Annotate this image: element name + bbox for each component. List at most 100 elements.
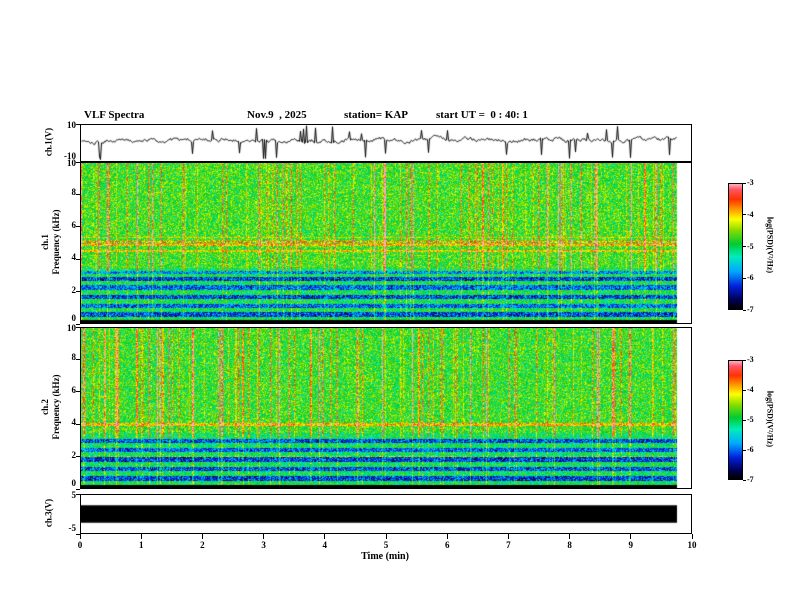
x-axis-tick-label: 4 [322,540,328,550]
time-axis-label: Time (min) [361,551,409,562]
y-axis-tick [76,193,80,195]
colorbar-tick [743,246,746,247]
colorbar-tick [743,389,746,391]
colorbar-tick-label: -6 [747,445,754,454]
y-axis-tick-label: 5 [71,490,77,500]
x-axis-tick-label: 10 [687,540,697,550]
ch1-channel-label: ch.1 [40,234,51,250]
y-axis-tick [76,423,80,425]
ch3-voltage-axis-label-text: ch.3(V) [43,498,54,528]
y-axis-tick-label: 0 [71,478,77,488]
y-axis-tick [76,123,80,125]
y-axis-tick [76,326,80,328]
ch1-waveform-canvas [81,125,691,161]
x-axis-tick [324,534,326,539]
x-axis-tick [385,534,387,539]
ch3-voltage-axis-label: ch.3(V) [44,499,55,527]
colorbar-tick [743,359,746,361]
colorbar-tick-label: -7 [747,305,754,314]
colorbar-tick-label: -3 [747,355,754,364]
colorbar-tick-label: -4 [747,385,754,394]
x-axis-tick-label: 9 [628,540,634,550]
y-axis-tick-label: 10 [67,323,76,333]
colorbar-tick-label: -3 [747,178,754,187]
x-axis-tick-label: 3 [261,540,266,550]
y-axis-tick [76,258,80,260]
y-axis-tick [76,291,80,293]
x-axis-tick [79,534,81,539]
x-axis-tick-label: 5 [383,540,389,550]
y-axis-tick [76,488,80,490]
ch2-channel-label: ch.2 [40,399,51,415]
ch2-spectrogram-canvas [81,328,691,488]
ch2-frequency-axis-label: ch.2 Frequency (kHz) [40,374,62,439]
y-axis-tick [76,493,80,495]
y-axis-tick-label: -5 [68,523,77,533]
colorbar-tick-label: -6 [747,273,754,283]
ch2-spectrogram-panel [80,327,692,489]
x-axis-tick-label: 8 [567,540,572,550]
y-axis-tick-label: -10 [64,151,76,161]
colorbar-tick [743,182,746,184]
colorbar-tick [743,309,746,311]
figure-title: VLF Spectra [84,109,145,121]
colorbar-ch1-label: log(PSD)(V²/Hz) [765,216,775,274]
colorbar-tick [743,419,746,421]
y-axis-tick [76,533,80,535]
y-axis-tick [76,391,80,393]
ch1-frequency-label: Frequency (kHz) [51,209,61,275]
colorbar-ch1 [728,183,743,310]
x-axis-tick-label: 0 [77,540,83,550]
x-axis-tick [691,534,693,539]
colorbar-tick-label: -5 [747,415,754,424]
y-axis-tick [76,358,80,360]
y-axis-tick-label: 6 [71,219,77,230]
y-axis-tick-label: 8 [71,352,77,363]
y-axis-tick-label: 2 [71,449,77,460]
x-axis-tick-label: 7 [506,540,511,550]
colorbar-ch2-label: log(PSD)(V²/Hz) [765,390,775,448]
y-axis-tick-label: 2 [71,284,77,295]
colorbar-tick [743,449,746,451]
y-axis-tick-label: 8 [71,187,77,198]
colorbar-tick-label: -7 [747,475,754,484]
y-axis-tick-label: 4 [71,417,77,428]
x-axis-tick [507,534,509,539]
ch1-frequency-axis-label: ch.1 Frequency (kHz) [40,209,62,274]
colorbar-ch1-canvas [729,184,742,309]
ch2-frequency-label: Frequency (kHz) [51,374,61,440]
x-axis-tick [140,534,142,539]
ch3-voltage-panel [80,494,692,534]
y-axis-tick-label: 6 [71,384,77,395]
colorbar-ch2-canvas [729,361,742,479]
y-axis-tick-label: 0 [71,313,77,323]
ch1-spectrogram-canvas [81,163,691,323]
y-axis-tick [76,226,80,228]
y-axis-tick-label: 4 [71,252,77,263]
x-axis-tick [630,534,632,539]
start-ut-label: start UT = 0 : 40: 1 [436,109,528,121]
x-axis-tick [446,534,448,539]
colorbar-tick [743,214,746,216]
station-label: station= KAP [344,109,409,121]
ch3-waveform-canvas [81,495,691,533]
colorbar-tick-label: -4 [747,209,754,219]
colorbar-tick [743,277,746,279]
ch1-voltage-panel [80,124,692,162]
y-axis-tick [76,161,80,163]
x-axis-tick-label: 6 [444,540,450,550]
x-axis-tick [569,534,571,539]
x-axis-tick-label: 2 [200,540,205,550]
colorbar-tick [743,479,746,481]
figure-date: Nov.9 , 2025 [247,109,307,121]
x-axis-tick-label: 1 [138,540,144,550]
colorbar-ch2 [728,360,743,480]
y-axis-tick-label: 10 [67,120,76,130]
x-axis-tick [201,534,203,539]
colorbar-tick-label: -5 [747,241,754,251]
ch1-spectrogram-panel [80,162,692,324]
y-axis-tick [76,323,80,325]
x-axis-tick [263,534,265,539]
y-axis-tick [76,456,80,458]
